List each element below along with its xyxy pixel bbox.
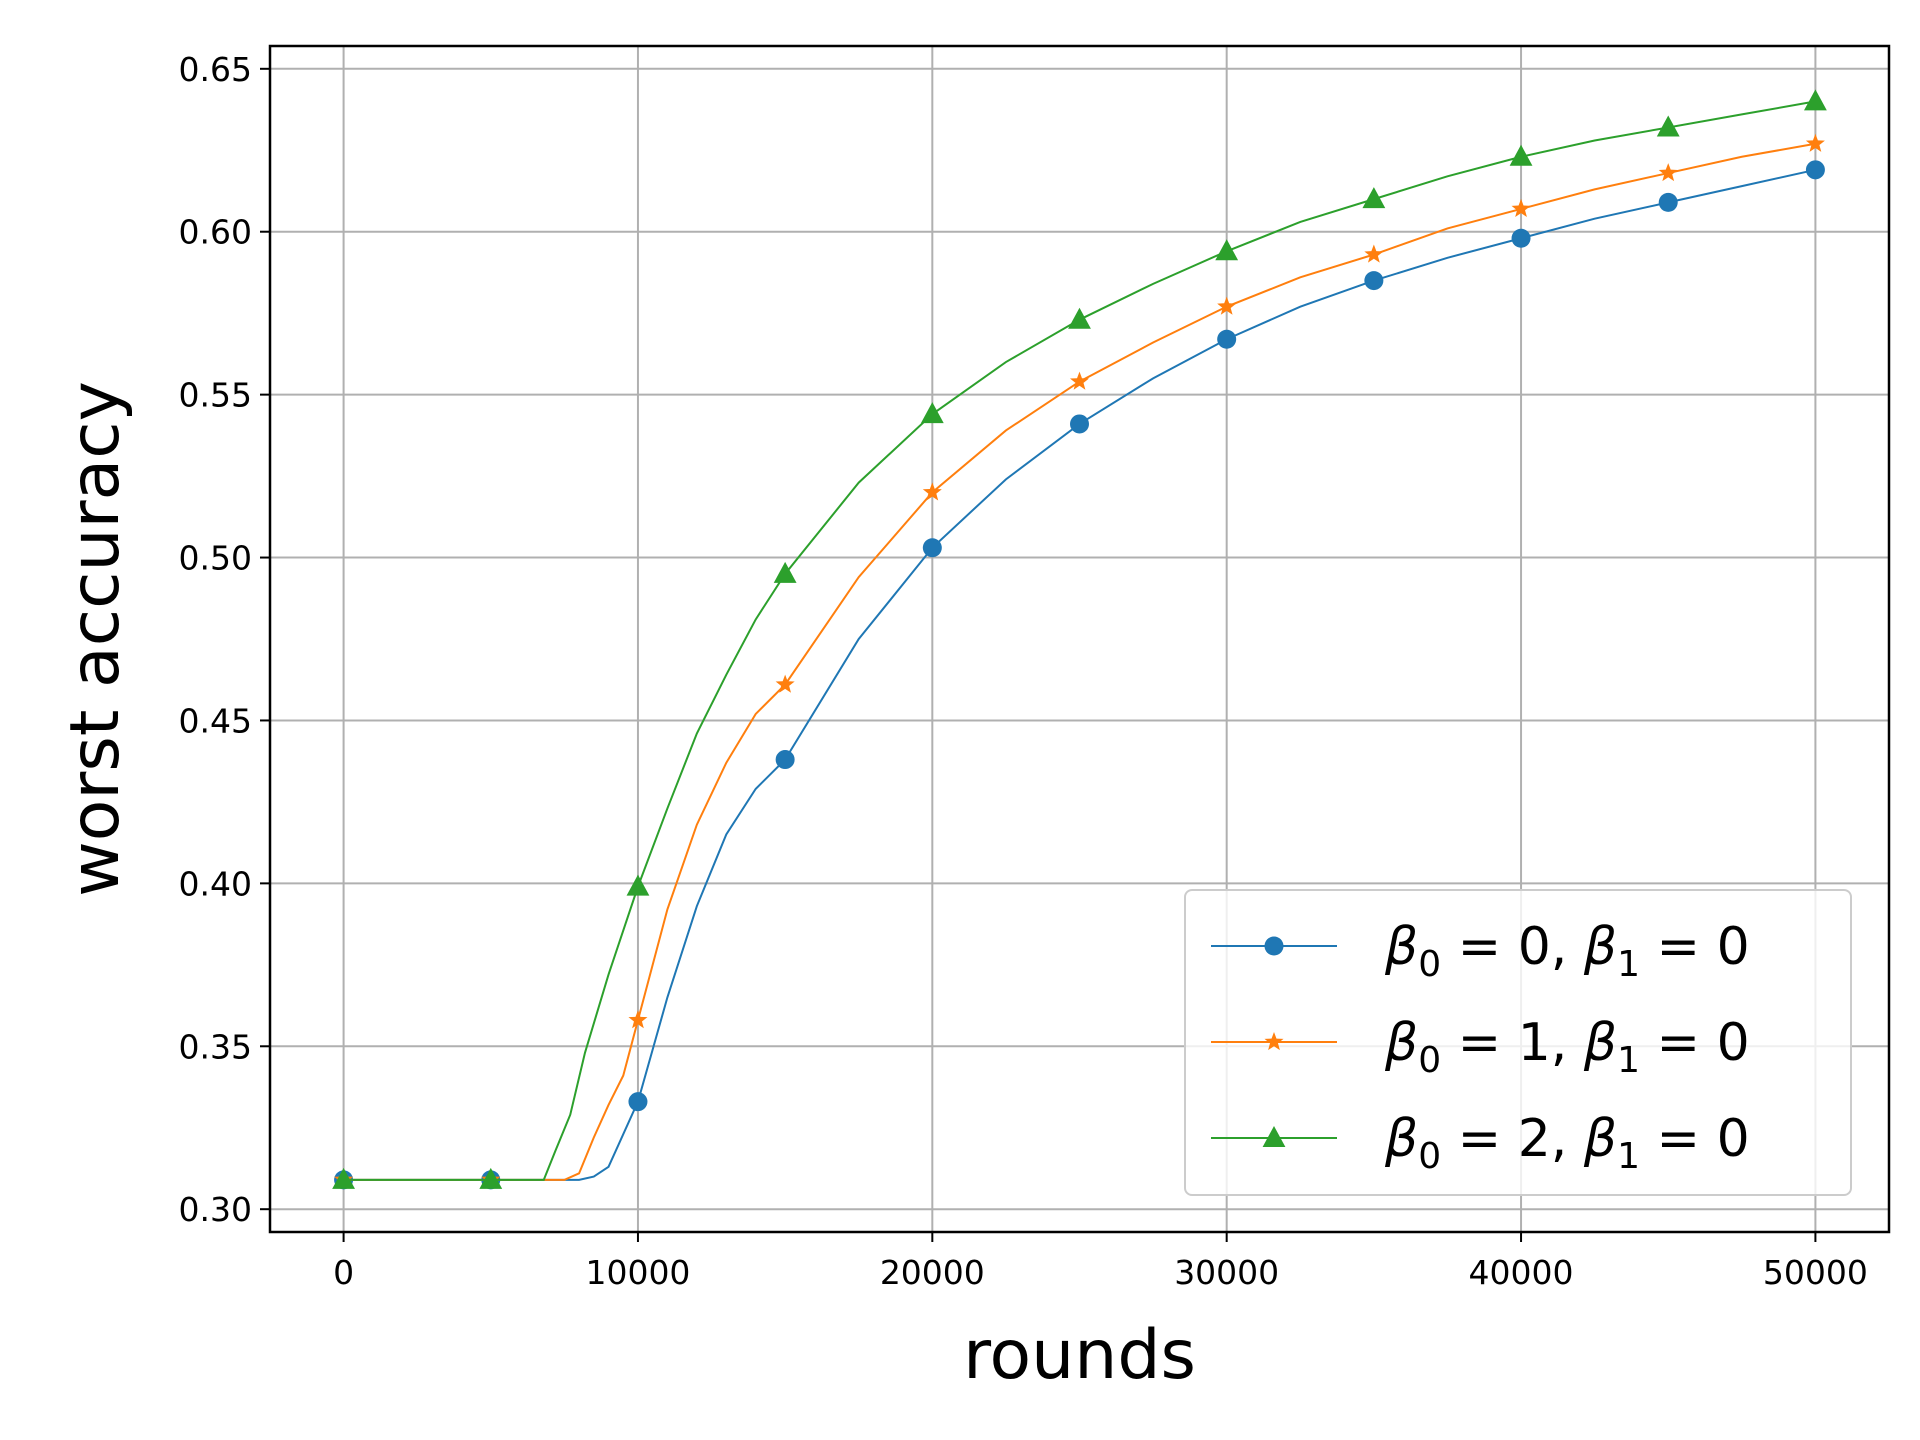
data-point bbox=[1511, 198, 1531, 217]
legend-marker bbox=[1264, 1032, 1284, 1051]
series-layer bbox=[332, 89, 1827, 1190]
y-tick-label: 0.65 bbox=[179, 50, 252, 89]
legend-entry: β0 = 2, β1 = 0 bbox=[1211, 1109, 1750, 1177]
data-point bbox=[773, 561, 797, 583]
grid bbox=[270, 46, 1889, 1232]
x-tick-label: 10000 bbox=[585, 1253, 690, 1292]
legend-marker bbox=[1264, 936, 1284, 956]
data-point bbox=[1804, 89, 1827, 111]
legend-entry: β0 = 1, β1 = 0 bbox=[1211, 1013, 1750, 1081]
series-line bbox=[343, 142, 1816, 1181]
series-line bbox=[343, 100, 1816, 1181]
data-point bbox=[920, 402, 944, 424]
data-point bbox=[1658, 192, 1678, 212]
data-point bbox=[1068, 307, 1091, 329]
data-point bbox=[1070, 414, 1089, 434]
y-axis-title: worst accuracy bbox=[56, 381, 135, 897]
legend: β0 = 0, β1 = 0 β0 = 1, β1 = 0 β0 = 2, β1 =… bbox=[1184, 889, 1852, 1196]
data-point bbox=[922, 482, 942, 501]
plot-frame bbox=[268, 44, 1891, 1234]
data-point bbox=[1215, 239, 1239, 261]
legend-label: β0 = 1, β1 = 0 bbox=[1384, 1013, 1750, 1081]
data-point bbox=[1511, 228, 1531, 248]
x-tick-label: 30000 bbox=[1174, 1253, 1279, 1292]
y-tick-label: 0.60 bbox=[179, 213, 252, 252]
data-point bbox=[1805, 160, 1825, 180]
x-tick-label: 50000 bbox=[1763, 1253, 1868, 1292]
data-point bbox=[1362, 187, 1386, 209]
data-point bbox=[1217, 329, 1237, 349]
x-tick-label: 40000 bbox=[1469, 1253, 1574, 1292]
data-point bbox=[628, 1010, 648, 1029]
data-point bbox=[1364, 271, 1384, 291]
x-tick-label: 0 bbox=[333, 1253, 354, 1292]
data-point bbox=[1656, 115, 1680, 137]
data-point bbox=[1658, 163, 1678, 182]
data-point bbox=[479, 1167, 503, 1189]
data-point bbox=[1069, 371, 1090, 390]
legend-label: β0 = 0, β1 = 0 bbox=[1384, 917, 1750, 985]
data-point bbox=[1217, 296, 1237, 315]
data-point bbox=[332, 1167, 355, 1189]
ticks: 0 10000 20000 30000 40000 50000 0.30 0.35 0.40 0.… bbox=[179, 50, 1868, 1292]
legend-label: β0 = 2, β1 = 0 bbox=[1384, 1109, 1750, 1177]
y-tick-label: 0.35 bbox=[179, 1027, 252, 1066]
y-tick-label: 0.50 bbox=[179, 539, 252, 578]
data-point bbox=[1805, 133, 1825, 152]
data-point bbox=[1364, 244, 1384, 263]
y-tick-label: 0.30 bbox=[179, 1190, 252, 1229]
legend-entry: β0 = 0, β1 = 0 bbox=[1211, 917, 1750, 985]
legend-box bbox=[1184, 889, 1852, 1196]
data-point bbox=[775, 750, 795, 770]
data-point bbox=[1509, 144, 1533, 166]
legend-marker bbox=[1262, 1126, 1286, 1147]
x-axis-title: rounds bbox=[963, 1316, 1196, 1395]
series-0 bbox=[334, 160, 1825, 1190]
y-tick-label: 0.45 bbox=[179, 701, 252, 740]
data-point bbox=[775, 674, 795, 693]
series-2 bbox=[332, 89, 1827, 1189]
y-tick-label: 0.55 bbox=[179, 376, 252, 415]
data-point bbox=[628, 1092, 648, 1112]
y-tick-label: 0.40 bbox=[179, 864, 252, 903]
data-point bbox=[922, 538, 942, 558]
x-tick-label: 20000 bbox=[880, 1253, 985, 1292]
data-point bbox=[626, 874, 650, 896]
